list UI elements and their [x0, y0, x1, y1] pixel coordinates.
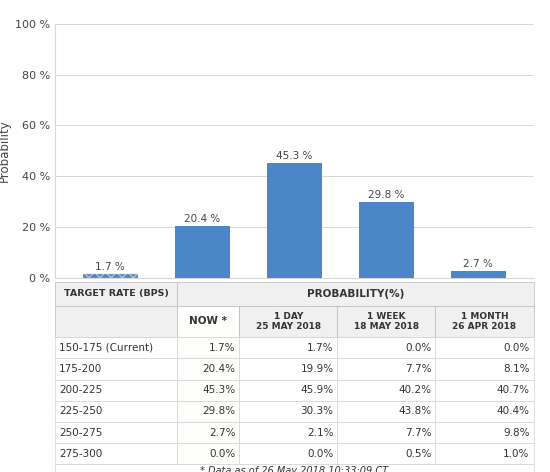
Text: 19.9%: 19.9% [300, 364, 333, 374]
Text: 0.0%: 0.0% [209, 449, 235, 459]
Bar [239, 379, 337, 401]
Text: TARGET RATE (BPS): TARGET RATE (BPS) [64, 289, 168, 298]
Text: 20.4 %: 20.4 % [184, 214, 221, 224]
Bar [55, 358, 177, 379]
Text: 1.0%: 1.0% [503, 449, 530, 459]
Bar [436, 401, 534, 422]
Text: 2.1%: 2.1% [307, 428, 333, 438]
Bar [239, 337, 337, 358]
Bar [337, 306, 436, 337]
Bar [450, 271, 506, 278]
Text: 45.3%: 45.3% [202, 385, 235, 395]
Text: 0.5%: 0.5% [405, 449, 432, 459]
Bar [436, 422, 534, 443]
Bar [359, 202, 414, 278]
Bar [177, 358, 239, 379]
Text: PROBABILITY(%): PROBABILITY(%) [306, 289, 404, 299]
Bar [55, 337, 177, 358]
Bar [177, 306, 239, 337]
Text: 8.1%: 8.1% [503, 364, 530, 374]
Text: 175-200: 175-200 [59, 364, 102, 374]
Bar [177, 443, 239, 464]
Bar [177, 379, 239, 401]
Text: 1.7 %: 1.7 % [95, 262, 125, 272]
Text: 29.8 %: 29.8 % [368, 190, 404, 200]
Text: 7.7%: 7.7% [405, 428, 432, 438]
Text: 40.7%: 40.7% [497, 385, 530, 395]
Text: 45.9%: 45.9% [300, 385, 333, 395]
Bar [177, 282, 534, 306]
Text: 0.0%: 0.0% [307, 449, 333, 459]
Bar [177, 337, 239, 358]
Bar [55, 443, 177, 464]
Text: 0.0%: 0.0% [405, 343, 432, 353]
Bar [337, 337, 436, 358]
Text: 150-175 (Current): 150-175 (Current) [59, 343, 153, 353]
Text: 1.7%: 1.7% [209, 343, 235, 353]
Text: 0.0%: 0.0% [503, 343, 530, 353]
Bar [239, 443, 337, 464]
Bar [239, 401, 337, 422]
Bar [55, 422, 177, 443]
Text: 2.7%: 2.7% [209, 428, 235, 438]
Text: 275-300: 275-300 [59, 449, 102, 459]
Text: 2.7 %: 2.7 % [464, 259, 493, 269]
Text: 7.7%: 7.7% [405, 364, 432, 374]
Text: 1.7%: 1.7% [307, 343, 333, 353]
Text: * Data as of 26 May 2018 10:33:09 CT: * Data as of 26 May 2018 10:33:09 CT [200, 466, 388, 472]
Bar [55, 306, 177, 337]
Bar [55, 282, 177, 306]
Text: 45.3 %: 45.3 % [276, 151, 312, 161]
Bar [175, 226, 230, 278]
Bar [239, 306, 337, 337]
Text: 20.4%: 20.4% [202, 364, 235, 374]
Bar [436, 358, 534, 379]
Bar [337, 443, 436, 464]
Text: 1 DAY
25 MAY 2018: 1 DAY 25 MAY 2018 [256, 312, 321, 331]
Bar [55, 401, 177, 422]
Bar [239, 358, 337, 379]
Bar [239, 422, 337, 443]
Text: NOW *: NOW * [189, 316, 227, 327]
Text: 1 MONTH
26 APR 2018: 1 MONTH 26 APR 2018 [453, 312, 516, 331]
Bar [177, 422, 239, 443]
Text: 225-250: 225-250 [59, 406, 102, 416]
Bar [267, 163, 322, 278]
Y-axis label: Probability: Probability [0, 119, 11, 182]
Bar [55, 379, 177, 401]
Text: 43.8%: 43.8% [398, 406, 432, 416]
Bar [337, 401, 436, 422]
Bar [337, 379, 436, 401]
X-axis label: Target Rate (in bps): Target Rate (in bps) [236, 302, 353, 314]
Text: 30.3%: 30.3% [300, 406, 333, 416]
Bar [436, 306, 534, 337]
Bar [436, 337, 534, 358]
Bar [436, 443, 534, 464]
Text: 250-275: 250-275 [59, 428, 102, 438]
Text: 200-225: 200-225 [59, 385, 102, 395]
Text: 40.4%: 40.4% [497, 406, 530, 416]
Bar [55, 464, 534, 472]
Text: 9.8%: 9.8% [503, 428, 530, 438]
Bar [337, 358, 436, 379]
Bar [177, 401, 239, 422]
Text: 1 WEEK
18 MAY 2018: 1 WEEK 18 MAY 2018 [354, 312, 419, 331]
Bar [82, 274, 138, 278]
Bar [436, 379, 534, 401]
Bar [337, 422, 436, 443]
Text: 29.8%: 29.8% [202, 406, 235, 416]
Text: 40.2%: 40.2% [399, 385, 432, 395]
